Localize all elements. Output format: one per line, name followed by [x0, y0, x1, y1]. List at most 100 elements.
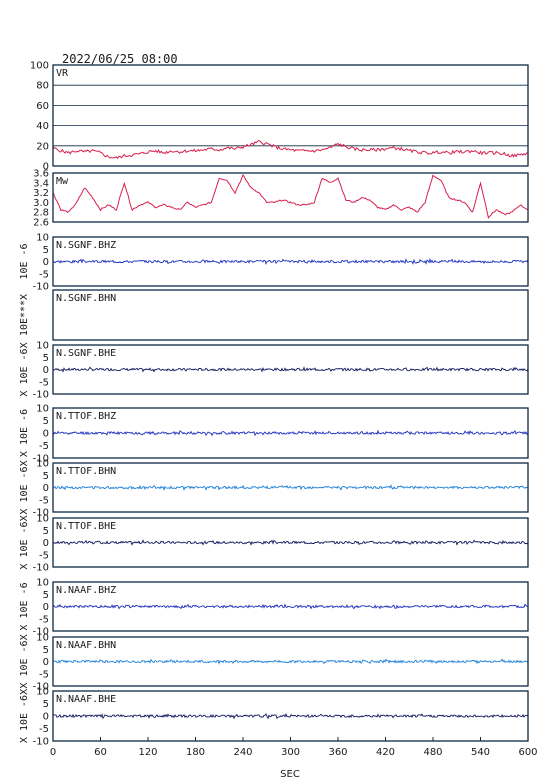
- panel-n-naaf-bhe: 105 0-5 -10X 10E -6X N.NAAF.BHE: [19, 687, 529, 748]
- panel-vr: 100 80 60 40 20 0 VR: [30, 61, 529, 173]
- y-tick-label: 3.6: [33, 169, 49, 180]
- waveform-line: [52, 484, 529, 492]
- y-tick-label: 0: [43, 712, 49, 723]
- panel-frame: [52, 344, 529, 395]
- waveform-line: [52, 429, 529, 437]
- y-tick-label: -5: [39, 669, 49, 680]
- panel-frame: [52, 462, 529, 513]
- y-tick-label: -5: [39, 550, 49, 561]
- x-tick-label: 180: [186, 747, 205, 758]
- waveform-line: [52, 658, 529, 665]
- x-tick-label: 480: [423, 747, 442, 758]
- x-tick-label: 360: [328, 747, 347, 758]
- y-tick-label: 10: [36, 459, 49, 470]
- y-tick-label: 40: [36, 121, 49, 132]
- y-tick-label: 0: [43, 365, 49, 376]
- y-axis-label: X 10E -6X: [19, 689, 30, 743]
- panel-label: N.NAAF.BHE: [56, 694, 116, 705]
- y-tick-label: -10: [33, 390, 49, 401]
- y-tick-label: -5: [39, 377, 49, 388]
- y-tick-label: 5: [43, 526, 49, 537]
- y-tick-label: 5: [43, 590, 49, 601]
- panel-frame: [52, 64, 529, 167]
- panel-frame: [52, 236, 529, 287]
- panels: 100806040200VR3.63.43.23.02.82.6Mw1050-5…: [19, 61, 529, 748]
- y-tick-label: 80: [36, 81, 49, 92]
- y-tick-label: -10: [33, 682, 49, 693]
- y-axis-label: X 10E -6X: [19, 342, 30, 396]
- y-tick-label: -5: [39, 614, 49, 625]
- x-tick-label: 240: [233, 747, 252, 758]
- panel-label: N.TTOF.BHN: [56, 466, 116, 477]
- series-line: [52, 140, 528, 160]
- x-tick-label: 420: [376, 747, 395, 758]
- y-tick-label: 60: [36, 101, 49, 112]
- panel-frame: [52, 517, 529, 568]
- x-tick-label: 0: [50, 747, 56, 758]
- y-tick-label: -10: [33, 563, 49, 574]
- panel-frame: [52, 636, 529, 687]
- y-tick-label: 5: [43, 471, 49, 482]
- panel-label: VR: [56, 68, 69, 79]
- y-tick-label: 5: [43, 416, 49, 427]
- y-tick-label: 0: [43, 657, 49, 668]
- y-tick-label: -5: [39, 495, 49, 506]
- x-tick-label: 60: [94, 747, 107, 758]
- y-tick-label: -10: [33, 508, 49, 519]
- y-tick-label: -5: [39, 724, 49, 735]
- panel-frame: [52, 289, 529, 341]
- y-tick-label: -10: [33, 737, 49, 748]
- y-axis-label: 10E***X: [19, 294, 30, 336]
- y-tick-label: 5: [43, 353, 49, 364]
- x-axis: 0 60 120 180 240 300 360 420 480 540 600: [50, 737, 538, 758]
- panel-n-sgnf-bhn: 10E***X N.SGNF.BHN: [19, 289, 529, 341]
- y-tick-label: 10: [36, 404, 49, 415]
- chart-title: 2022/06/25 08:00: [62, 52, 178, 66]
- y-tick-label: 0: [43, 602, 49, 613]
- y-tick-label: 2.8: [33, 208, 49, 219]
- y-axis-label: X 10E -6: [19, 582, 30, 630]
- y-tick-label: 2.6: [33, 218, 49, 229]
- y-axis-label: X 10E -6X: [19, 460, 30, 514]
- series-line: [52, 173, 529, 219]
- y-tick-label: -10: [33, 282, 49, 293]
- y-tick-label: -5: [39, 269, 49, 280]
- panel-label: N.TTOF.BHE: [56, 521, 116, 532]
- panel-label: N.TTOF.BHZ: [56, 411, 116, 422]
- y-tick-label: 3.2: [33, 188, 49, 199]
- y-tick-label: -5: [39, 441, 49, 452]
- y-axis-label: X 10E -6: [19, 409, 30, 457]
- panel-label: N.SGNF.BHZ: [56, 240, 116, 251]
- y-tick-label: 10: [36, 514, 49, 525]
- waveform-line: [52, 539, 529, 546]
- waveform-line: [52, 257, 529, 265]
- panel-label: N.SGNF.BHN: [56, 293, 116, 304]
- y-axis-label: X 10E -6X: [19, 634, 30, 688]
- y-tick-label: 10: [36, 633, 49, 644]
- y-tick-label: 10: [36, 233, 49, 244]
- x-tick-label: 540: [471, 747, 490, 758]
- waveform-line: [52, 366, 529, 373]
- panel-frame: [52, 172, 529, 223]
- y-tick-label: 10: [36, 578, 49, 589]
- y-tick-label: 10: [36, 341, 49, 352]
- panel-label: N.SGNF.BHE: [56, 348, 116, 359]
- y-tick-label: 0: [43, 483, 49, 494]
- x-tick-label: 600: [518, 747, 537, 758]
- panel-n-ttof-bhz: 105 0-5 -10X 10E -6 N.TTOF.BHZ: [19, 404, 529, 465]
- y-tick-label: -10: [33, 454, 49, 465]
- y-tick-label: 10: [36, 687, 49, 698]
- y-tick-label: 0: [43, 162, 49, 173]
- panel-label: Mw: [56, 176, 69, 187]
- y-tick-label: 20: [36, 141, 49, 152]
- panel-mw: 3.63.43.23.02.82.6 Mw: [33, 169, 529, 229]
- y-axis-label: X 10E -6X: [19, 515, 30, 569]
- y-tick-label: 3.4: [33, 178, 49, 189]
- y-axis-label: 10E -6: [19, 243, 30, 279]
- waveform-line: [52, 603, 529, 610]
